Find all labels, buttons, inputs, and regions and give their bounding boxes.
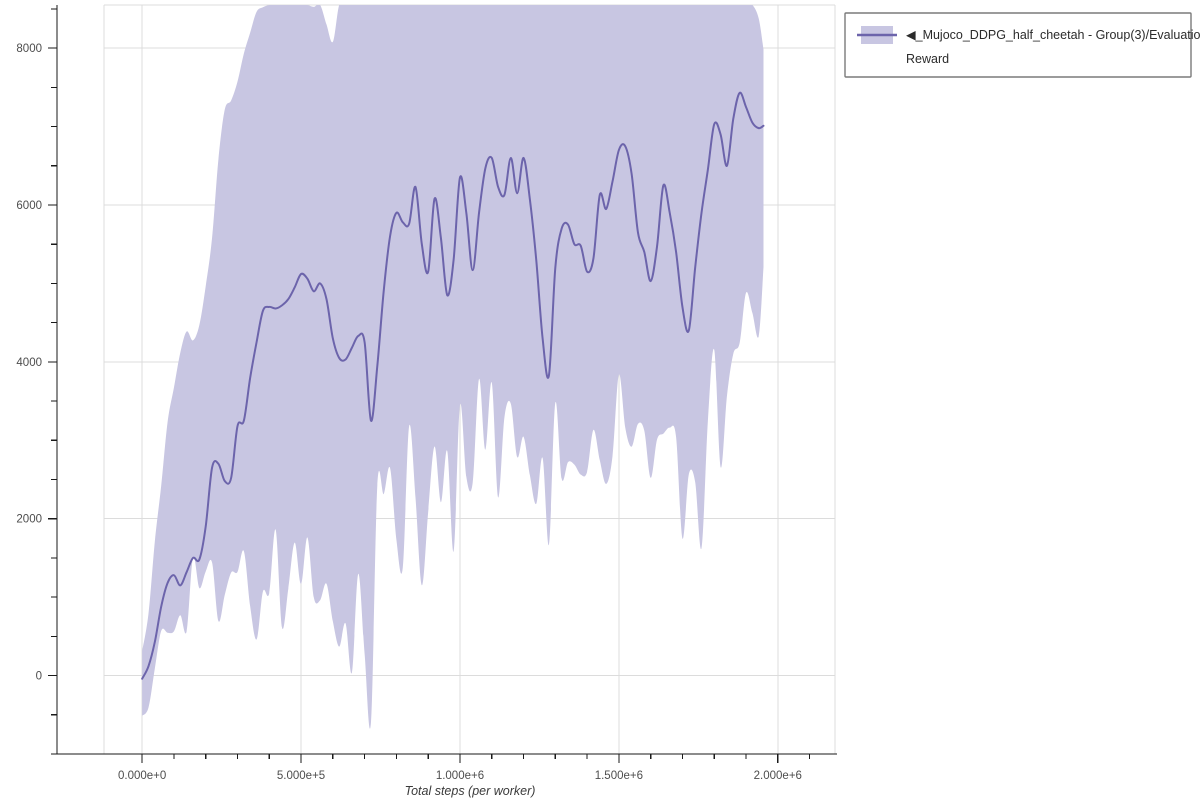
x-tick-label: 0.000e+0: [118, 770, 166, 782]
mean-reward-line: [141, 91, 765, 680]
confidence-band: [142, 5, 764, 729]
legend-box[interactable]: [844, 12, 1192, 78]
y-tick-label: 8000: [16, 43, 42, 55]
mean-line: [141, 91, 765, 680]
y-tick-label: 6000: [16, 200, 42, 212]
legend-entry-label-line1: ◀_Mujoco_DDPG_half_cheetah - Group(3)/Ev…: [906, 28, 1200, 42]
tick-labels: 0.000e+0 5.000e+5 1.000e+6 1.500e+6 2.000e+6…: [16, 43, 802, 782]
y-tick-label: 2000: [16, 514, 42, 526]
x-tick-label: 1.500e+6: [595, 770, 643, 782]
y-tick-label: 4000: [16, 357, 42, 369]
confidence-band-area: [142, 5, 764, 729]
x-tick-label: 2.000e+6: [754, 770, 802, 782]
x-axis-title: Total steps (per worker): [405, 784, 536, 798]
x-tick-label: 5.000e+5: [277, 770, 325, 782]
axes: [48, 5, 837, 763]
chart-legend[interactable]: ◀_Mujoco_DDPG_half_cheetah - Group(3)/Ev…: [844, 12, 1200, 78]
x-tick-label: 1.000e+6: [436, 770, 484, 782]
legend-entry-label-line2: Reward: [906, 52, 949, 66]
y-tick-label: 0: [36, 671, 42, 683]
